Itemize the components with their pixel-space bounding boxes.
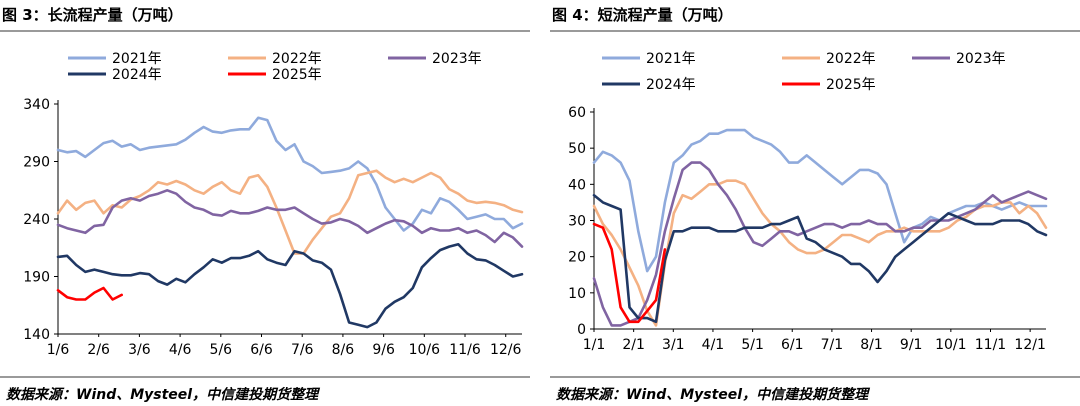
y-tick-label: 60 xyxy=(568,105,586,121)
x-tick-label: 6/1 xyxy=(781,337,804,353)
left-bottom-rule xyxy=(0,376,530,378)
x-tick-label: 10/6 xyxy=(409,342,441,358)
left-source-note: 数据来源：Wind、Mysteel，中信建投期货整理 xyxy=(6,387,319,403)
x-tick-label: 10/1 xyxy=(935,337,966,353)
series-line-2023 xyxy=(56,189,524,248)
legend-label-2021: 2021年 xyxy=(112,51,162,67)
x-tick-label: 5/6 xyxy=(210,342,233,358)
legend-label-2024: 2024年 xyxy=(646,77,696,93)
x-tick-label: 12/1 xyxy=(1014,337,1045,353)
x-tick-label: 11/1 xyxy=(975,337,1006,353)
x-tick-label: 1/6 xyxy=(47,342,70,358)
series-line-2024 xyxy=(56,243,524,329)
x-tick-label: 4/1 xyxy=(702,337,725,353)
right-chart-title: 图 4：短流程产量（万吨） xyxy=(552,6,733,24)
x-tick-label: 3/1 xyxy=(662,337,685,353)
y-tick-label: 0 xyxy=(577,322,586,338)
legend-label-2022: 2022年 xyxy=(272,51,322,67)
y-tick-label: 290 xyxy=(23,155,50,171)
y-tick-label: 190 xyxy=(23,270,50,286)
left-chart-title: 图 3：长流程产量（万吨） xyxy=(2,6,183,24)
right-chart-panel: 图 4：短流程产量（万吨） 0 10 20 30 40 50 60 1/1 2/1 3/1 4/1 5… xyxy=(550,0,1080,406)
right-bottom-rule xyxy=(550,376,1080,378)
y-tick-label: 340 xyxy=(23,97,50,113)
x-tick-label: 2/6 xyxy=(87,342,110,358)
y-tick-label: 30 xyxy=(568,214,586,230)
series-line-2022 xyxy=(592,179,1048,327)
left-top-rule xyxy=(0,30,530,32)
left-line-chart: 140 190 240 290 340 1/6 2/6 3/6 4/6 5/6 6/6 7/6 8/6 9… xyxy=(23,51,524,358)
series-line-2021 xyxy=(56,116,524,232)
legend-label-2025: 2025年 xyxy=(272,67,322,83)
x-tick-label: 4/6 xyxy=(169,342,192,358)
x-tick-label: 11/6 xyxy=(449,342,481,358)
legend-label-2025: 2025年 xyxy=(826,77,876,93)
x-tick-label: 9/1 xyxy=(900,337,923,353)
x-tick-label: 3/6 xyxy=(128,342,151,358)
x-tick-label: 1/1 xyxy=(583,337,606,353)
x-tick-label: 7/6 xyxy=(291,342,314,358)
right-top-rule xyxy=(550,30,1080,32)
x-tick-label: 9/6 xyxy=(372,342,395,358)
legend-label-2022: 2022年 xyxy=(826,51,876,67)
series-line-2025 xyxy=(592,222,667,324)
y-tick-label: 10 xyxy=(568,286,586,302)
y-tick-label: 240 xyxy=(23,212,50,228)
series-line-2025 xyxy=(56,286,123,301)
x-tick-label: 7/1 xyxy=(821,337,844,353)
y-tick-label: 40 xyxy=(568,177,586,193)
series-line-2021 xyxy=(592,128,1048,273)
series-line-2023 xyxy=(592,161,1048,327)
legend-label-2021: 2021年 xyxy=(646,51,696,67)
series-line-2022 xyxy=(56,169,524,255)
x-tick-label: 5/1 xyxy=(741,337,764,353)
y-tick-label: 20 xyxy=(568,250,586,266)
x-tick-label: 2/1 xyxy=(622,337,645,353)
x-tick-label: 6/6 xyxy=(250,342,273,358)
series-line-2024 xyxy=(592,193,1048,324)
legend-label-2024: 2024年 xyxy=(112,67,162,83)
x-tick-label: 12/6 xyxy=(490,342,522,358)
x-tick-label: 8/6 xyxy=(332,342,355,358)
right-line-chart: 0 10 20 30 40 50 60 1/1 2/1 3/1 4/1 5/1 6/1 7/1 8/1 9/1… xyxy=(568,51,1048,353)
right-source-note: 数据来源：Wind、Mysteel，中信建投期货整理 xyxy=(556,387,869,403)
left-chart-panel: 图 3：长流程产量（万吨） 140 190 240 290 340 1/6 2/6 3/6 4/… xyxy=(0,0,530,406)
x-tick-label: 8/1 xyxy=(860,337,883,353)
y-tick-label: 140 xyxy=(23,327,50,343)
y-tick-label: 50 xyxy=(568,141,586,157)
legend-label-2023: 2023年 xyxy=(956,51,1006,67)
legend-label-2023: 2023年 xyxy=(432,51,482,67)
